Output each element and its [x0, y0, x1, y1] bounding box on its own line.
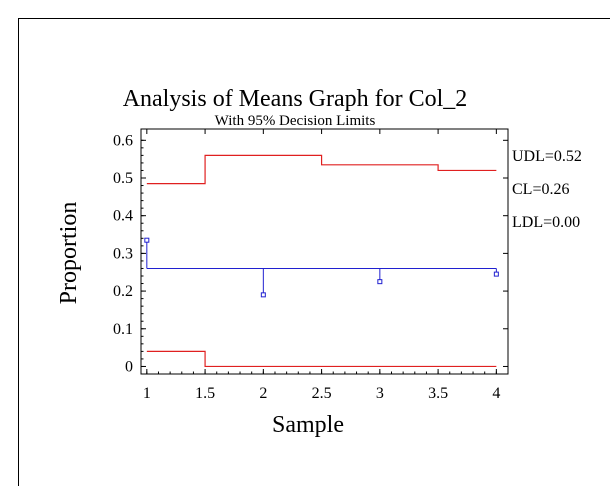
x-tick-label: 3	[376, 385, 384, 402]
data-point	[493, 271, 499, 277]
y-tick-label: 0.4	[113, 208, 133, 225]
data-point	[144, 237, 150, 243]
plot-area	[140, 128, 509, 375]
chart-title: Analysis of Means Graph for Col_2	[123, 86, 468, 112]
udl-line	[146, 154, 497, 185]
ldl-annotation: LDL=0.00	[512, 214, 580, 231]
x-tick-label: 1	[143, 385, 151, 402]
data-point	[377, 279, 383, 285]
x-tick-label: 2.5	[312, 385, 332, 402]
y-tick-label: 0.5	[113, 170, 133, 187]
data-point	[260, 292, 266, 298]
y-tick-label: 0.6	[113, 132, 133, 149]
y-axis-label: Proportion	[56, 202, 82, 305]
x-axis-label: Sample	[272, 412, 344, 438]
x-tick-label: 1.5	[195, 385, 215, 402]
anom-chart: Analysis of Means Graph for Col_2 With 9…	[56, 86, 582, 438]
y-tick-label: 0.3	[113, 245, 133, 262]
x-tick-label: 2	[259, 385, 267, 402]
y-tick-label: 0	[125, 358, 133, 375]
cl-annotation: CL=0.26	[512, 181, 569, 198]
chart-frame: Analysis of Means Graph for Col_2 With 9…	[18, 18, 610, 486]
ldl-line	[146, 350, 497, 368]
x-tick-label: 3.5	[428, 385, 448, 402]
chart-subtitle: With 95% Decision Limits	[215, 113, 376, 129]
y-tick-label: 0.2	[113, 283, 133, 300]
y-tick-label: 0.1	[113, 321, 133, 338]
x-tick-label: 4	[492, 385, 500, 402]
udl-annotation: UDL=0.52	[512, 148, 582, 165]
